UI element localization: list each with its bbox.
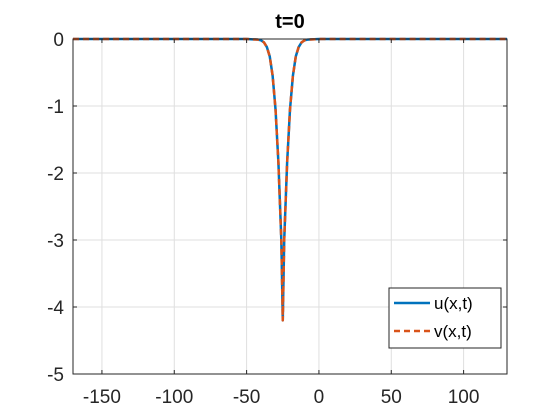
y-tick-label: -1 (47, 97, 64, 118)
legend-box (388, 287, 502, 349)
x-tick-label: -100 (155, 387, 193, 408)
ticks (73, 38, 507, 375)
x-tick-label: 100 (448, 387, 480, 408)
legend-label-v: v(x,t) (434, 322, 472, 341)
y-tick-label: -4 (47, 298, 64, 319)
x-tick-label: 0 (314, 387, 325, 408)
y-tick-label: 0 (53, 30, 64, 51)
x-tick-label: -150 (83, 387, 121, 408)
y-tick-label: -3 (47, 231, 64, 252)
legend-label-u: u(x,t) (434, 294, 473, 313)
series-line-v (73, 37, 507, 322)
axes-box (72, 38, 508, 375)
chart-title: t=0 (275, 11, 304, 33)
y-tick-label: -2 (47, 164, 64, 185)
legend: u(x,t) v(x,t) (388, 287, 502, 349)
x-tick-label: -50 (233, 387, 260, 408)
tick-labels: -150 -100 -50 0 50 100 0 -1 -2 -3 -4 -5 (47, 30, 479, 408)
x-tick-label: 50 (381, 387, 402, 408)
series-lines (73, 37, 507, 322)
y-tick-label: -5 (47, 365, 64, 386)
